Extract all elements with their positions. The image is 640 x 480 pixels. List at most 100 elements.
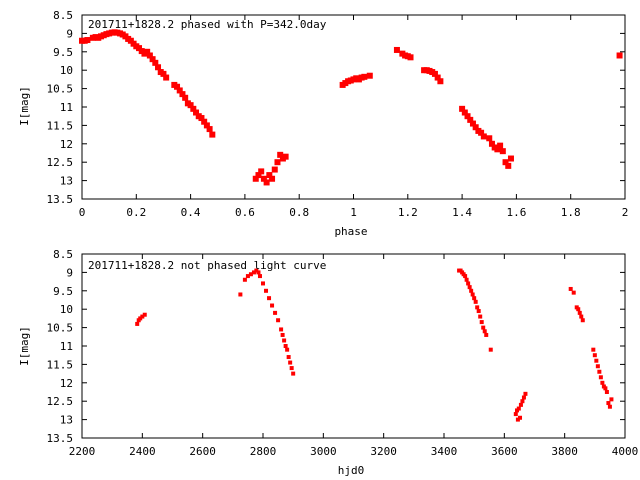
unphased-data-point	[257, 274, 262, 279]
unphased-data-point	[282, 338, 287, 343]
phased-y-tick-label: 10	[60, 64, 73, 77]
unphased-data-point	[606, 401, 611, 406]
unphased-data-point	[463, 274, 468, 279]
unphased-x-tick-label: 3000	[310, 445, 337, 458]
phased-x-tick-label: 0.8	[289, 206, 309, 219]
phased-light-curve-points	[79, 29, 623, 186]
unphased-data-point	[267, 296, 272, 301]
unphased-data-point	[516, 406, 521, 411]
phased-data-point	[507, 155, 514, 162]
unphased-data-point	[523, 391, 528, 396]
phased-data-point	[469, 120, 476, 127]
unphased-x-tick-label: 4000	[612, 445, 639, 458]
phased-data-point	[431, 70, 438, 77]
phased-data-point	[144, 48, 151, 55]
unphased-x-tick-label: 2800	[250, 445, 277, 458]
phased-data-point	[478, 129, 485, 136]
unphased-light-curve-panel: 2200 2400 2600 2800 3000 3200 3400 3600 3800 4000…	[18, 248, 638, 477]
unphased-x-tick-label: 2600	[189, 445, 216, 458]
unphased-plot-frame	[81, 253, 626, 439]
unphased-x-tick-label: 3600	[491, 445, 518, 458]
phased-y-axis-label: I[mag]	[18, 86, 31, 126]
unphased-data-point	[515, 417, 520, 422]
phased-data-point	[277, 151, 284, 158]
phased-data-point	[190, 105, 197, 112]
phased-data-point	[434, 74, 441, 81]
phased-data-point	[179, 91, 186, 98]
phased-y-tick-label: 10.5	[47, 83, 74, 96]
unphased-data-point	[466, 281, 471, 286]
unphased-data-point	[248, 272, 253, 277]
phased-data-point	[155, 64, 162, 71]
unphased-data-point	[577, 310, 582, 315]
unphased-data-point	[464, 277, 469, 282]
unphased-data-point	[245, 274, 250, 279]
phased-data-point	[461, 109, 468, 116]
unphased-data-point	[520, 399, 525, 404]
phased-data-point	[176, 87, 183, 94]
phased-data-point	[502, 159, 509, 166]
phased-y-tick-label: 11.5	[47, 119, 74, 132]
unphased-data-point	[261, 281, 265, 286]
unphased-data-point	[142, 312, 147, 317]
phased-data-point	[182, 94, 189, 101]
unphased-data-point	[279, 327, 284, 332]
phased-x-tick-label: 1.8	[561, 206, 581, 219]
phased-x-tick-label: 0.4	[181, 206, 201, 219]
phased-data-point	[187, 102, 194, 109]
unphased-data-point	[568, 286, 573, 291]
unphased-data-point	[283, 344, 288, 348]
phased-y-tick-label: 9.5	[53, 46, 73, 59]
phased-data-point	[488, 140, 495, 147]
unphased-data-point	[280, 332, 285, 337]
phased-data-point	[152, 59, 159, 66]
unphased-data-point	[609, 397, 614, 402]
unphased-data-point	[591, 347, 596, 352]
unphased-x-tick-label: 3800	[551, 445, 578, 458]
unphased-data-point	[472, 296, 477, 301]
unphased-data-point	[597, 369, 602, 374]
unphased-y-axis-label: I[mag]	[18, 326, 31, 366]
phased-data-point	[209, 131, 216, 138]
unphased-data-point	[273, 310, 278, 315]
phased-data-point	[282, 153, 289, 160]
unphased-data-point	[592, 353, 597, 358]
phased-data-point	[160, 70, 167, 77]
unphased-data-point	[475, 305, 480, 310]
phased-data-point	[464, 113, 471, 120]
unphased-data-point	[135, 321, 140, 326]
phased-data-point	[149, 56, 156, 63]
unphased-data-point	[238, 292, 243, 297]
phased-data-point	[366, 72, 373, 79]
unphased-y-tick-label: 9.5	[53, 285, 73, 298]
unphased-data-point	[484, 332, 489, 337]
unphased-data-point	[270, 303, 275, 308]
unphased-x-axis-label: hjd0	[338, 464, 365, 477]
phased-data-point	[497, 142, 504, 149]
phased-light-curve-panel: 0 0.2 0.4 0.6 0.8 1 1.2 1.4 1.6 1.8 2 8.5 9 9.5 10 10.5…	[18, 9, 628, 238]
phased-data-point	[499, 148, 506, 155]
unphased-data-point	[469, 288, 474, 293]
unphased-y-tick-label: 8.5	[53, 248, 73, 261]
phased-data-point	[467, 116, 474, 123]
phased-x-axis-label: phase	[334, 225, 367, 238]
unphased-data-point	[289, 366, 294, 371]
unphased-y-tick-label: 10	[60, 303, 73, 316]
unphased-data-point	[600, 380, 605, 385]
phased-data-point	[201, 118, 208, 125]
phased-data-point	[472, 124, 479, 131]
unphased-data-point	[580, 318, 585, 323]
phased-y-tick-label: 13.5	[47, 193, 74, 206]
unphased-data-point	[594, 358, 599, 363]
phased-data-point	[206, 126, 213, 133]
phased-data-point	[407, 54, 414, 61]
unphased-data-point	[288, 360, 293, 365]
unphased-data-point	[518, 415, 523, 420]
unphased-y-tick-label: 12	[60, 377, 73, 390]
phased-data-point	[255, 172, 262, 179]
phased-y-tick-label: 12.5	[47, 156, 74, 169]
phased-x-tick-label: 1.2	[398, 206, 418, 219]
unphased-data-point	[291, 371, 296, 376]
phased-data-point	[271, 166, 278, 173]
